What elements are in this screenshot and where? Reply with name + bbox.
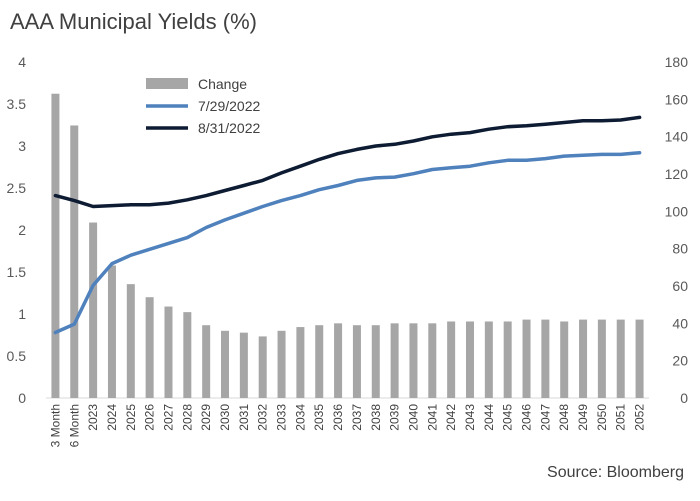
change-bar	[70, 125, 79, 398]
x-tick-label: 2045	[501, 404, 515, 431]
left-tick-label: 3.5	[7, 96, 27, 112]
change-bar	[635, 319, 644, 398]
left-tick-label: 2.5	[7, 180, 27, 196]
change-bar	[484, 321, 493, 398]
x-tick-label: 2052	[633, 404, 647, 431]
change-bar	[541, 319, 550, 398]
change-bar	[522, 319, 531, 398]
x-tick-label: 2039	[388, 404, 402, 431]
change-bar	[145, 297, 154, 398]
x-tick-label: 2024	[105, 404, 119, 431]
left-tick-label: 4	[18, 54, 26, 70]
x-tick-label: 2030	[218, 404, 232, 431]
x-tick-label: 2028	[180, 404, 194, 431]
x-tick-label: 2032	[256, 404, 270, 431]
left-tick-label: 3	[18, 138, 26, 154]
change-bar	[371, 325, 380, 398]
legend-swatch-change	[146, 78, 188, 89]
legend-label: 7/29/2022	[198, 98, 260, 114]
right-tick-label: 120	[665, 166, 689, 182]
x-tick-label: 2040	[406, 404, 420, 431]
source-note: Source: Bloomberg	[547, 464, 684, 481]
change-bar	[597, 319, 606, 398]
x-tick-label: 2048	[557, 404, 571, 431]
x-axis-ticks: 3 Month 6 Month 2023 2024 2025 2026 2027 2028 20…	[48, 404, 646, 448]
change-bar	[126, 284, 135, 398]
x-tick-label: 2049	[576, 404, 590, 431]
change-bar	[409, 323, 418, 398]
x-tick-label: 2038	[369, 404, 383, 431]
change-bar	[315, 325, 324, 398]
change-bar	[202, 325, 211, 398]
change-bar	[390, 323, 399, 398]
x-tick-label: 2031	[237, 404, 251, 431]
change-bar	[239, 332, 248, 398]
right-tick-label: 180	[665, 54, 689, 70]
right-tick-label: 80	[672, 241, 688, 257]
left-tick-label: 0.5	[7, 348, 27, 364]
change-bar	[503, 321, 512, 398]
change-bar	[258, 336, 267, 398]
change-bar	[164, 306, 173, 398]
chart-title: AAA Municipal Yields (%)	[10, 9, 257, 34]
legend-label: 8/31/2022	[198, 120, 260, 136]
right-tick-label: 40	[672, 315, 688, 331]
change-bar	[89, 222, 98, 398]
change-bars	[51, 93, 644, 398]
left-tick-label: 0	[18, 390, 26, 406]
change-bar	[183, 312, 192, 398]
right-tick-label: 60	[672, 278, 688, 294]
series-line	[53, 115, 642, 209]
change-bar	[107, 265, 116, 398]
right-tick-label: 100	[665, 203, 689, 219]
change-bar	[579, 319, 588, 398]
change-bar	[296, 327, 305, 398]
x-tick-label: 2029	[199, 404, 213, 431]
x-tick-label: 2034	[293, 404, 307, 431]
x-tick-label: 2027	[161, 404, 175, 431]
change-bar	[428, 323, 437, 398]
x-tick-label: 3 Month	[48, 404, 62, 447]
change-bar	[447, 321, 456, 398]
x-tick-label: 2050	[595, 404, 609, 431]
x-tick-label: 2041	[425, 404, 439, 431]
x-tick-label: 6 Month	[67, 404, 81, 447]
x-tick-label: 2025	[124, 404, 138, 431]
change-bar	[51, 93, 60, 398]
right-tick-label: 20	[672, 353, 688, 369]
x-tick-label: 2042	[444, 404, 458, 431]
left-tick-label: 1	[18, 306, 26, 322]
left-tick-label: 2	[18, 222, 26, 238]
x-tick-label: 2023	[86, 404, 100, 431]
legend: Change 7/29/2022 8/31/2022	[146, 76, 260, 136]
right-tick-label: 140	[665, 129, 689, 145]
change-bar	[277, 330, 286, 398]
yield-lines	[53, 115, 642, 335]
x-tick-label: 2026	[143, 404, 157, 431]
x-tick-label: 2035	[312, 404, 326, 431]
x-tick-label: 2043	[463, 404, 477, 431]
x-tick-label: 2037	[350, 404, 364, 431]
right-tick-label: 160	[665, 91, 689, 107]
x-tick-label: 2033	[275, 404, 289, 431]
legend-label: Change	[198, 76, 247, 92]
right-axis-ticks: 0 20 40 60 80 100 120 140 160 180	[665, 54, 689, 406]
change-bar	[616, 319, 625, 398]
x-tick-label: 2044	[482, 404, 496, 431]
left-axis-ticks: 0 0.5 1 1.5 2 2.5 3 3.5 4	[7, 54, 27, 406]
change-bar	[221, 330, 230, 398]
x-tick-label: 2051	[614, 404, 628, 431]
change-bar	[334, 323, 343, 398]
series-line	[53, 150, 642, 335]
change-bar	[352, 325, 361, 398]
right-tick-label: 0	[680, 390, 688, 406]
x-tick-label: 2047	[538, 404, 552, 431]
change-bar	[560, 321, 569, 398]
x-tick-label: 2036	[331, 404, 345, 431]
left-tick-label: 1.5	[7, 264, 27, 280]
change-bar	[465, 321, 474, 398]
x-tick-label: 2046	[520, 404, 534, 431]
